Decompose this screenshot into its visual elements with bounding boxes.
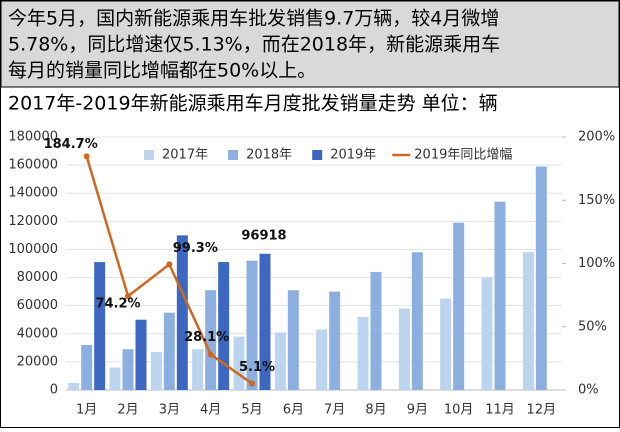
header-box — [0, 0, 620, 88]
bar — [68, 382, 80, 390]
bar — [218, 262, 230, 390]
x-tick-label: 11月 — [485, 403, 515, 418]
header-line: 每月的销量同比增幅都在50%以上。 — [8, 60, 316, 82]
data-label: 99.3% — [173, 241, 218, 256]
bar — [94, 262, 106, 390]
bar — [329, 291, 341, 390]
x-tick-label: 7月 — [324, 403, 345, 418]
legend-swatch — [312, 150, 323, 160]
y-tick-label: 20000 — [17, 354, 58, 369]
header-line: 5.78%，同比增速仅5.13%，而在2018年，新能源乘用车 — [8, 34, 500, 56]
line-marker — [125, 293, 131, 300]
y-tick-label: 60000 — [17, 298, 58, 313]
x-tick-label: 2月 — [117, 403, 138, 418]
line-marker — [166, 261, 173, 268]
data-label: 96918 — [241, 228, 286, 243]
y-tick-label: 100000 — [8, 242, 58, 257]
x-tick-label: 3月 — [159, 403, 180, 418]
bar — [370, 271, 382, 390]
y-tick-label: 180000 — [8, 130, 58, 145]
line-marker — [207, 351, 214, 358]
legend-label: 2018年 — [246, 148, 292, 163]
y-tick-label: 0 — [50, 383, 58, 398]
bar — [192, 349, 204, 390]
bar — [481, 277, 493, 390]
bar — [522, 252, 534, 390]
y-tick-label: 120000 — [8, 214, 58, 229]
y-tick-label: 160000 — [8, 158, 58, 173]
y2-tick-label: 200% — [578, 130, 615, 145]
x-tick-label: 5月 — [241, 403, 262, 418]
bar — [494, 201, 506, 390]
legend-swatch — [144, 150, 154, 160]
bar — [316, 329, 328, 390]
y2-tick-label: 100% — [578, 256, 615, 271]
x-tick-label: 1月 — [76, 403, 97, 418]
bar — [440, 298, 452, 390]
x-tick-label: 10月 — [444, 403, 474, 418]
y2-tick-label: 0% — [578, 383, 599, 398]
x-tick-label: 8月 — [365, 403, 386, 418]
bar — [411, 252, 423, 390]
bar — [453, 222, 465, 390]
x-tick-label: 9月 — [407, 403, 428, 418]
bar — [398, 308, 410, 390]
bar — [259, 253, 271, 390]
bar — [109, 367, 121, 390]
line-marker — [249, 380, 255, 387]
bar — [287, 290, 299, 390]
bar — [357, 316, 369, 390]
bar — [150, 352, 162, 390]
bar — [122, 349, 134, 390]
x-tick-label: 4月 — [200, 403, 221, 418]
legend-label: 2019年同比增幅 — [414, 148, 512, 163]
x-tick-label: 12月 — [527, 403, 557, 418]
bar — [274, 332, 286, 390]
data-label: 184.7% — [44, 137, 98, 152]
legend-label: 2019年 — [330, 148, 376, 163]
y-tick-label: 80000 — [17, 270, 58, 285]
line-marker — [83, 153, 90, 160]
data-label: 5.1% — [239, 360, 275, 375]
bar — [233, 336, 245, 390]
bar — [205, 290, 217, 390]
legend-label: 2017年 — [162, 148, 208, 163]
header-line: 今年5月，国内新能源乘用车批发销售9.7万辆，较4月微增 — [8, 8, 499, 30]
y2-tick-label: 50% — [578, 319, 607, 334]
bar — [246, 260, 258, 390]
data-label: 28.1% — [184, 330, 229, 345]
data-label: 74.2% — [95, 297, 140, 312]
bar — [163, 312, 175, 390]
y-tick-label: 40000 — [17, 326, 58, 341]
y2-tick-label: 150% — [578, 193, 615, 208]
bar — [81, 345, 93, 390]
legend-swatch — [228, 150, 239, 160]
bar — [135, 319, 147, 390]
y-tick-label: 140000 — [8, 186, 58, 201]
chart-title: 2017年-2019年新能源乘用车月度批发销量走势 单位：辆 — [8, 93, 498, 115]
bar — [176, 235, 188, 390]
x-tick-label: 6月 — [283, 403, 304, 418]
bar — [535, 166, 547, 390]
